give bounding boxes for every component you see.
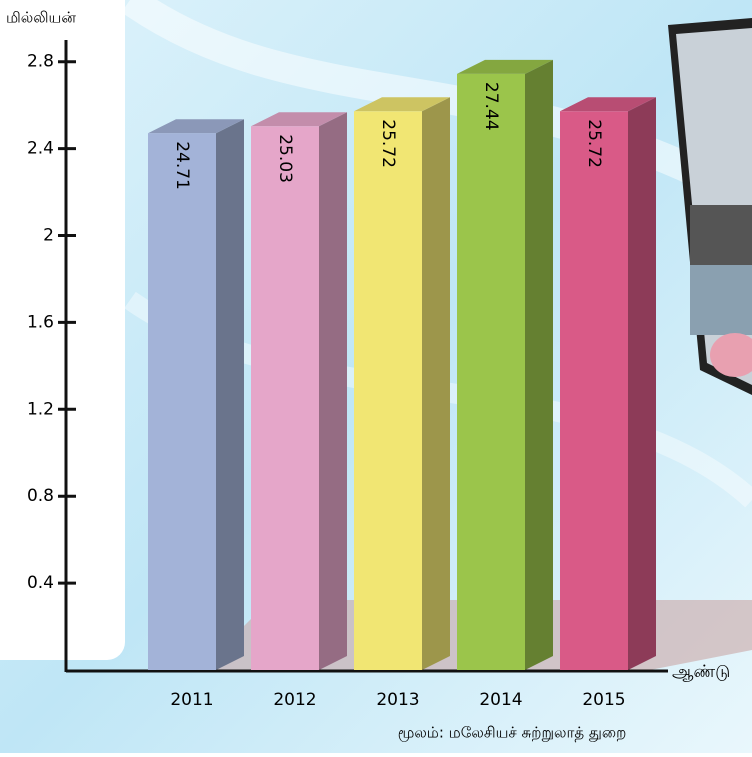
value-label: 27.44 [481,82,501,131]
bar-top [354,97,450,112]
x-axis-label: ஆண்டு [672,662,730,682]
bar-side [525,59,553,671]
x-tick-label: 2011 [170,690,213,710]
bar-top [560,97,656,112]
x-tick-label: 2012 [273,690,316,710]
bar-side [319,112,347,671]
y-tick-label: 2 [43,226,54,246]
bar-side [422,97,450,670]
bar [457,73,525,671]
bar [560,111,628,670]
y-tick-label: 1.2 [27,399,54,419]
value-label: 25.03 [275,134,295,183]
value-label: 24.71 [172,141,192,190]
axis-panel [0,0,125,660]
bar-side [628,97,656,670]
bar [251,126,319,671]
bar-top [457,59,553,74]
photo [668,18,752,395]
bar-top [148,119,244,134]
bar [354,111,422,670]
y-tick-label: 0.4 [27,573,54,593]
bar-side [216,119,244,671]
value-label: 25.72 [584,119,604,168]
y-tick-label: 2.8 [27,52,54,72]
bar-top [251,112,347,127]
x-tick-label: 2013 [376,690,419,710]
source: மூலம்: மலேசியச் சுற்றுலாத் துறை [398,724,627,742]
x-tick-label: 2015 [582,690,625,710]
value-label: 25.72 [378,119,398,168]
y-tick-label: 0.8 [27,486,54,506]
bar [148,133,216,671]
y-tick-label: 1.6 [27,312,54,332]
y-tick-label: 2.4 [27,139,54,159]
y-axis-label: மில்லியன் [6,9,76,27]
x-tick-label: 2014 [479,690,522,710]
